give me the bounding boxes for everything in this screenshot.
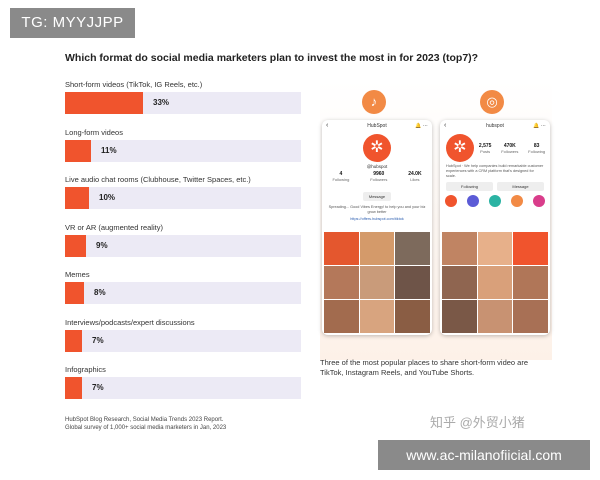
instagram-stats: 2,575 Posts 470K Followers 83 Following (474, 143, 550, 154)
instagram-stat: 2,575 Posts (478, 142, 492, 154)
tiktok-video-grid (324, 232, 430, 333)
back-arrow-icon[interactable]: ‹ (326, 122, 329, 129)
instagram-message-button[interactable]: Message (497, 182, 544, 191)
bar-value-label: 10% (99, 193, 116, 202)
highlight-circle[interactable] (489, 195, 501, 207)
tiktok-stat: 9960 Followers (370, 171, 388, 182)
bar-row: Long-form videos 11% (65, 128, 301, 162)
category-label: Interviews/podcasts/expert discussions (65, 317, 195, 327)
bar (65, 139, 91, 162)
category-label: Memes (65, 270, 90, 279)
highlight-circle[interactable] (445, 195, 457, 207)
bar-row: VR or AR (augmented reality) 9% (65, 223, 301, 257)
tiktok-stat: 24.0K Likes (408, 171, 422, 182)
post-thumbnail[interactable] (513, 232, 548, 265)
bell-icon[interactable]: 🔔 ⋯ (533, 123, 546, 129)
hubspot-avatar: ✲ (363, 134, 391, 162)
bar-track: 33% (65, 92, 301, 114)
instagram-phone-header: ‹ hubspot 🔔 ⋯ (440, 120, 550, 132)
bar (65, 377, 82, 399)
post-thumbnail[interactable] (477, 300, 513, 333)
story-highlights (440, 195, 550, 207)
instagram-icon: ◎ (480, 90, 504, 114)
category-label: Long-form videos (65, 127, 123, 137)
video-thumbnail[interactable] (324, 232, 359, 265)
bar-value-label: 9% (96, 240, 108, 250)
post-thumbnail[interactable] (442, 266, 477, 299)
bar-track: 11% (65, 139, 301, 162)
post-thumbnail[interactable] (477, 266, 513, 299)
category-label: Infographics (65, 365, 106, 374)
panel-caption: Three of the most popular places to shar… (320, 358, 529, 377)
back-arrow-icon[interactable]: ‹ (444, 122, 447, 129)
bar (65, 187, 89, 209)
instagram-stat: 83 Following (528, 142, 546, 154)
tiktok-stat: 4 Following (332, 171, 350, 182)
post-thumbnail[interactable] (513, 300, 548, 333)
highlight-circle[interactable] (467, 195, 479, 207)
tiktok-message-button[interactable]: Message (362, 192, 392, 201)
bar-value-label: 7% (92, 335, 104, 345)
hubspot-avatar: ✲ (446, 134, 474, 162)
category-label: Short-form videos (TikTok, IG Reels, etc… (65, 80, 203, 89)
instagram-header-name: hubspot (486, 123, 504, 129)
bar-value-label: 11% (101, 145, 117, 155)
instagram-phone: ‹ hubspot 🔔 ⋯ ✲ 2,575 Posts 470K Followers… (440, 120, 550, 335)
bar-row: Interviews/podcasts/expert discussions 7% (65, 318, 301, 352)
bar-row: Infographics 7% (65, 365, 301, 399)
bar-row: Memes 8% (65, 270, 301, 304)
video-thumbnail[interactable] (324, 266, 359, 299)
bar-track: 7% (65, 329, 301, 352)
bar-value-label: 8% (94, 288, 106, 297)
highlight-circle[interactable] (533, 195, 545, 207)
bar-track: 7% (65, 377, 301, 399)
source-line-2: Global survey of 1,000+ social media mar… (65, 425, 227, 431)
video-thumbnail[interactable] (359, 266, 395, 299)
bar-value-label: 33% (153, 98, 170, 107)
post-thumbnail[interactable] (442, 232, 477, 265)
tiktok-icon: ♪ (362, 90, 386, 114)
tiktok-stats: 4 Following 9960 Followers 24.0K Likes (322, 171, 432, 182)
following-button[interactable]: Following (446, 182, 493, 191)
tiktok-handle: @hubspot (366, 164, 388, 169)
platform-panel: ♪ ◎ ‹ HubSpot 🔔 ⋯ ✲ @hubspot 4 Following … (320, 80, 552, 360)
source-line-1: HubSpot Blog Research, Social Media Tren… (65, 417, 224, 423)
post-thumbnail[interactable] (442, 300, 477, 333)
video-thumbnail[interactable] (359, 232, 395, 265)
bar-row: Live audio chat rooms (Clubhouse, Twitte… (65, 175, 301, 209)
category-label: VR or AR (augmented reality) (65, 222, 163, 232)
chart-title: Which format do social media marketers p… (65, 52, 479, 64)
bar (65, 92, 143, 114)
video-thumbnail[interactable] (395, 232, 430, 265)
tiktok-phone-header: ‹ HubSpot 🔔 ⋯ (322, 120, 432, 132)
bar-value-label: 7% (92, 383, 104, 392)
chart-source: HubSpot Blog Research, Social Media Tren… (65, 416, 226, 432)
url-watermark: www.ac-milanofiicial.com (378, 440, 590, 470)
post-thumbnail[interactable] (477, 232, 513, 265)
video-thumbnail[interactable] (324, 300, 359, 333)
bar-track: 10% (65, 187, 301, 209)
instagram-bio: HubSpot · We help companies build remark… (446, 164, 544, 178)
video-thumbnail[interactable] (395, 300, 430, 333)
highlight-circle[interactable] (511, 195, 523, 207)
tiktok-header-name: HubSpot (367, 123, 387, 129)
bar-row: Short-form videos (TikTok, IG Reels, etc… (65, 80, 301, 114)
bar (65, 329, 82, 352)
bar (65, 234, 86, 257)
bar (65, 282, 84, 304)
instagram-stat: 470K Followers (501, 142, 519, 154)
tiktok-phone: ‹ HubSpot 🔔 ⋯ ✲ @hubspot 4 Following 9960… (322, 120, 432, 335)
tiktok-link[interactable]: https://offers.hubspot.com/tiktok (350, 217, 404, 221)
instagram-post-grid (442, 232, 548, 333)
video-thumbnail[interactable] (359, 300, 395, 333)
tiktok-bio: Spreading... Good Vibes Energy! to help … (328, 205, 426, 214)
category-label: Live audio chat rooms (Clubhouse, Twitte… (65, 175, 251, 184)
zhihu-watermark: 知乎 @外贸小猪 (430, 415, 525, 430)
bar-track: 9% (65, 234, 301, 257)
bar-track: 8% (65, 282, 301, 304)
video-thumbnail[interactable] (395, 266, 430, 299)
tag-label: TG: MYYJJPP (10, 8, 135, 38)
post-thumbnail[interactable] (513, 266, 548, 299)
bell-icon[interactable]: 🔔 ⋯ (415, 123, 428, 129)
